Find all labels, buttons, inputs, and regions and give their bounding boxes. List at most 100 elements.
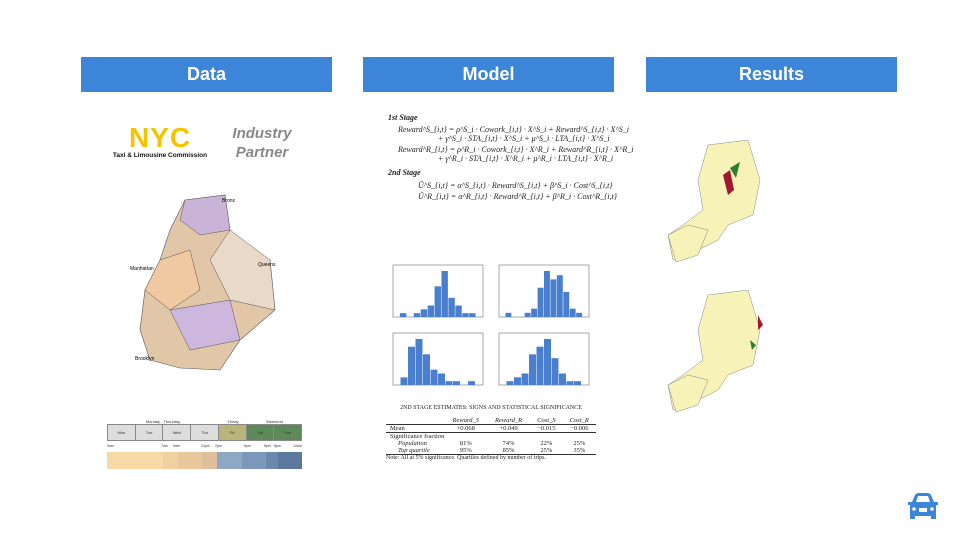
histogram-bar xyxy=(455,305,462,317)
equation: + γ^S_i · STA_{i,t} · X^S_i + μ^S_i · LT… xyxy=(438,134,610,143)
histogram-bar xyxy=(462,313,469,317)
time-label: 8pm xyxy=(274,444,281,448)
table-section: Significance fraction xyxy=(390,433,445,440)
table-cell: 81% xyxy=(459,440,472,447)
day-sat: Sat xyxy=(246,425,275,440)
day-fri: Fri xyxy=(218,425,247,440)
coefficient-histograms xyxy=(392,264,590,386)
table-cell: Cost_R xyxy=(569,417,589,424)
industry-partner-label: Industry Partner xyxy=(222,124,302,162)
table-cell: −0.006 xyxy=(570,425,589,432)
histogram-bar xyxy=(427,305,435,317)
weekly-schedule: Monday - Thursday Friday Weekend Mon Tue… xyxy=(107,419,302,469)
histogram-bar xyxy=(400,377,408,385)
histogram-bar xyxy=(556,275,563,317)
table-cell: 74% xyxy=(502,440,515,447)
car-icon xyxy=(908,493,938,519)
partner-line-2: Partner xyxy=(235,144,289,161)
equation: Û^S_{i,t} = α^S_{i,t} · Reward^S_{i,t} +… xyxy=(418,181,613,190)
table-cell: 22% xyxy=(540,440,553,447)
map-label-bronx: Bronx xyxy=(222,198,236,204)
table-note: Note: All at 5% significance. Quartiles … xyxy=(386,455,546,461)
table-cell: 95% xyxy=(459,447,472,454)
stage2-label: 2nd Stage xyxy=(388,168,421,177)
group-mon-thu: Monday - Thursday xyxy=(145,419,181,424)
nyc-tlc-logo: NYC Taxi & Limousine Commission xyxy=(104,122,216,160)
histogram-bar xyxy=(420,309,428,317)
time-label: 12am xyxy=(293,444,302,448)
histogram-bar xyxy=(399,313,407,317)
day-tue: Tue xyxy=(135,425,164,440)
time-label: 5pm xyxy=(244,444,251,448)
time-label: 2pm xyxy=(215,444,222,448)
histogram-bar xyxy=(550,279,557,317)
histogram-bar xyxy=(569,308,576,317)
map-label-brooklyn: Brooklyn xyxy=(135,356,155,362)
estimates-table: 2ND STAGE ESTIMATES: SIGNS AND STATISTIC… xyxy=(386,405,596,461)
group-friday: Friday xyxy=(227,419,239,424)
map-label-queens: Queens xyxy=(258,262,276,268)
time-label: 7am xyxy=(161,444,168,448)
header-results: Results xyxy=(646,57,897,92)
table-cell: −0.015 xyxy=(537,425,556,432)
table-title: 2ND STAGE ESTIMATES: SIGNS AND STATISTIC… xyxy=(400,405,582,411)
time-label: 9am xyxy=(173,444,180,448)
day-thu: Thu xyxy=(191,425,219,440)
histogram-bar xyxy=(423,354,430,385)
histogram-bar xyxy=(524,312,531,317)
day-sun: Sun xyxy=(274,425,302,440)
stage1-label: 1st Stage xyxy=(388,113,418,122)
table-cell: 35% xyxy=(573,447,586,454)
histogram-bar xyxy=(566,381,574,385)
histogram-bar xyxy=(537,287,544,317)
results-map-2 xyxy=(668,290,763,413)
equation: Reward^S_{i,t} = ρ^S_i · Cowork_{i,t} · … xyxy=(398,125,629,134)
histogram-bar xyxy=(551,358,559,385)
logo-text: NYC xyxy=(128,122,192,153)
group-weekend: Weekend xyxy=(266,419,283,424)
histogram-bar xyxy=(544,339,551,385)
equation: Û^R_{i,t} = α^R_{i,t} · Reward^R_{i,t} +… xyxy=(418,192,617,201)
table-cell: +0.068 xyxy=(456,425,475,432)
histogram-bar xyxy=(441,271,448,317)
table-cell: Population xyxy=(398,440,427,447)
results-map-1 xyxy=(668,140,761,263)
equation: + γ^R_i · STA_{i,t} · X^R_i + μ^R_i · LT… xyxy=(438,154,614,163)
histogram-bar xyxy=(415,339,423,385)
histogram-bar xyxy=(576,312,583,317)
table-cell: Reward_S xyxy=(452,417,480,424)
histogram-bar xyxy=(505,312,512,317)
table-cell: +0.049 xyxy=(499,425,518,432)
map-label-manhattan: Manhattan xyxy=(130,266,154,272)
table-cell: Cost_S xyxy=(537,417,556,424)
histogram-bar xyxy=(544,271,550,317)
table-cell: 85% xyxy=(502,447,515,454)
histogram-bar xyxy=(453,381,460,385)
histogram-bar xyxy=(445,381,453,385)
table-cell: 25% xyxy=(540,447,553,454)
histogram-bar xyxy=(574,381,581,385)
time-label: 0am xyxy=(107,444,114,448)
histogram-bar xyxy=(563,291,570,317)
table-cell: 25% xyxy=(573,440,586,447)
histogram-bar xyxy=(514,377,521,385)
time-of-day-bar xyxy=(107,452,302,469)
logo-subtitle: Taxi & Limousine Commission xyxy=(112,152,208,159)
time-label: 8pm xyxy=(264,444,271,448)
day-mon: Mon xyxy=(108,425,136,440)
histogram-bar xyxy=(521,373,529,385)
histogram-bar xyxy=(536,346,544,385)
histogram-bar xyxy=(531,308,538,317)
histogram-bar xyxy=(438,373,445,385)
table-cell: Mean xyxy=(390,425,405,432)
nyc-zone-map: Bronx Manhattan Queens Brooklyn xyxy=(130,194,276,371)
table-cell xyxy=(386,417,445,425)
header-data: Data xyxy=(81,57,332,92)
histogram-bar xyxy=(559,373,566,385)
histogram-bar xyxy=(413,313,421,317)
time-label: 12pm xyxy=(201,444,210,448)
table-cell: Top quartile xyxy=(398,447,430,454)
day-wed: Wed xyxy=(163,425,192,440)
histogram-bar xyxy=(469,313,476,317)
table-cell: Reward_R xyxy=(494,417,523,424)
